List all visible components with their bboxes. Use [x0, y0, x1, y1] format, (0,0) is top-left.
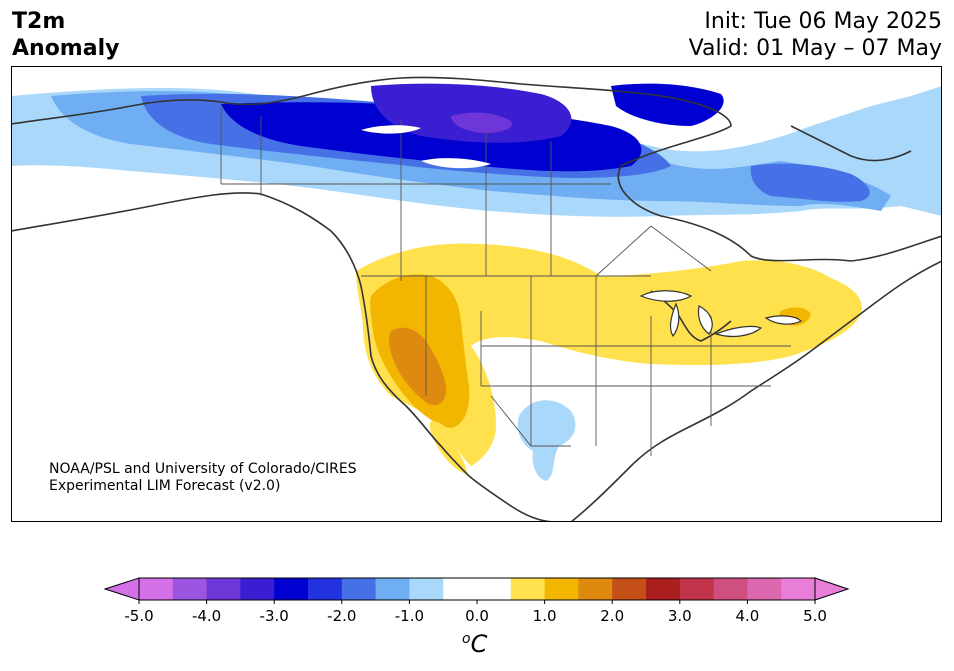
warm-anomaly-baja — [429, 421, 467, 474]
colorbar-cell — [477, 578, 512, 600]
political-borders — [220, 106, 791, 456]
colorbar-tick-label: -5.0 — [124, 607, 153, 625]
colorbar-tick-label: -1.0 — [395, 607, 424, 625]
colorbar-cell — [679, 578, 715, 600]
colorbar-cell — [308, 578, 343, 600]
colorbar-tick-label: 2.0 — [600, 607, 624, 625]
great-lakes — [639, 290, 803, 338]
colorbar-tick-label: 5.0 — [803, 607, 827, 625]
colorbar-over-arrow — [814, 577, 850, 601]
warm-anomaly-darkorange — [388, 327, 447, 406]
title-variable: T2m — [12, 9, 66, 34]
colorbar-tick-label: 0.0 — [465, 607, 489, 625]
arctic-water — [361, 125, 491, 169]
colorbar-cell — [510, 578, 546, 600]
units-label: C — [470, 630, 488, 658]
units-degree: o — [462, 631, 471, 647]
map-frame — [11, 66, 942, 522]
map-title: T2m Anomaly — [12, 8, 119, 62]
anomaly-map — [11, 66, 942, 522]
colorbar: -5.0 -4.0 -3.0 -2.0 -1.0 0.0 1.0 2.0 3.0 4.0 5.0 — [103, 577, 850, 625]
colorbar-cell — [341, 578, 377, 600]
colorbar-cell — [443, 578, 478, 600]
credit-line-2: Experimental LIM Forecast (v2.0) — [49, 478, 281, 494]
colorbar-under-arrow — [103, 577, 140, 601]
colorbar-tick-label: -3.0 — [260, 607, 289, 625]
colorbar-cell — [139, 578, 174, 600]
cold-anomaly-violet — [451, 112, 512, 134]
warm-anomaly-yellow — [356, 243, 862, 466]
cold-anomaly-mexico — [517, 400, 576, 481]
colorbar-cell — [781, 578, 816, 600]
colorbar-cell — [375, 578, 410, 600]
colorbar-cell — [713, 578, 748, 600]
colorbar-cell — [409, 578, 444, 600]
colorbar-cell — [612, 578, 647, 600]
colorbar-cell — [274, 578, 309, 600]
colorbar-cell — [172, 578, 208, 600]
colorbar-tick-label: 1.0 — [533, 607, 557, 625]
credit-text: NOAA/PSL and University of Colorado/CIRE… — [49, 461, 357, 495]
colorbar-cell — [206, 578, 241, 600]
colorbar-cell — [578, 578, 613, 600]
colorbar-units: oC — [462, 630, 487, 658]
forecast-dates: Init: Tue 06 May 2025 Valid: 01 May – 07… — [689, 8, 942, 62]
init-date: Init: Tue 06 May 2025 — [704, 9, 942, 34]
credit-line-1: NOAA/PSL and University of Colorado/CIRE… — [49, 461, 357, 477]
colorbar-tick-label: -2.0 — [327, 607, 356, 625]
colorbar-ticks: -5.0 -4.0 -3.0 -2.0 -1.0 0.0 1.0 2.0 3.0 4.0 5.0 — [124, 600, 827, 625]
valid-range: Valid: 01 May – 07 May — [688, 36, 942, 61]
colorbar-tick-label: -4.0 — [192, 607, 221, 625]
title-type: Anomaly — [12, 36, 120, 61]
colorbar-tick-label: 4.0 — [735, 607, 759, 625]
colorbar-cell — [544, 578, 579, 600]
warm-anomaly-orange — [370, 274, 811, 428]
colorbar-cell — [747, 578, 782, 600]
coastlines — [11, 76, 942, 522]
colorbar-tick-label: 3.0 — [668, 607, 692, 625]
colorbar-cell — [240, 578, 275, 600]
colorbar-cells — [139, 578, 816, 600]
colorbar-cell — [646, 578, 681, 600]
